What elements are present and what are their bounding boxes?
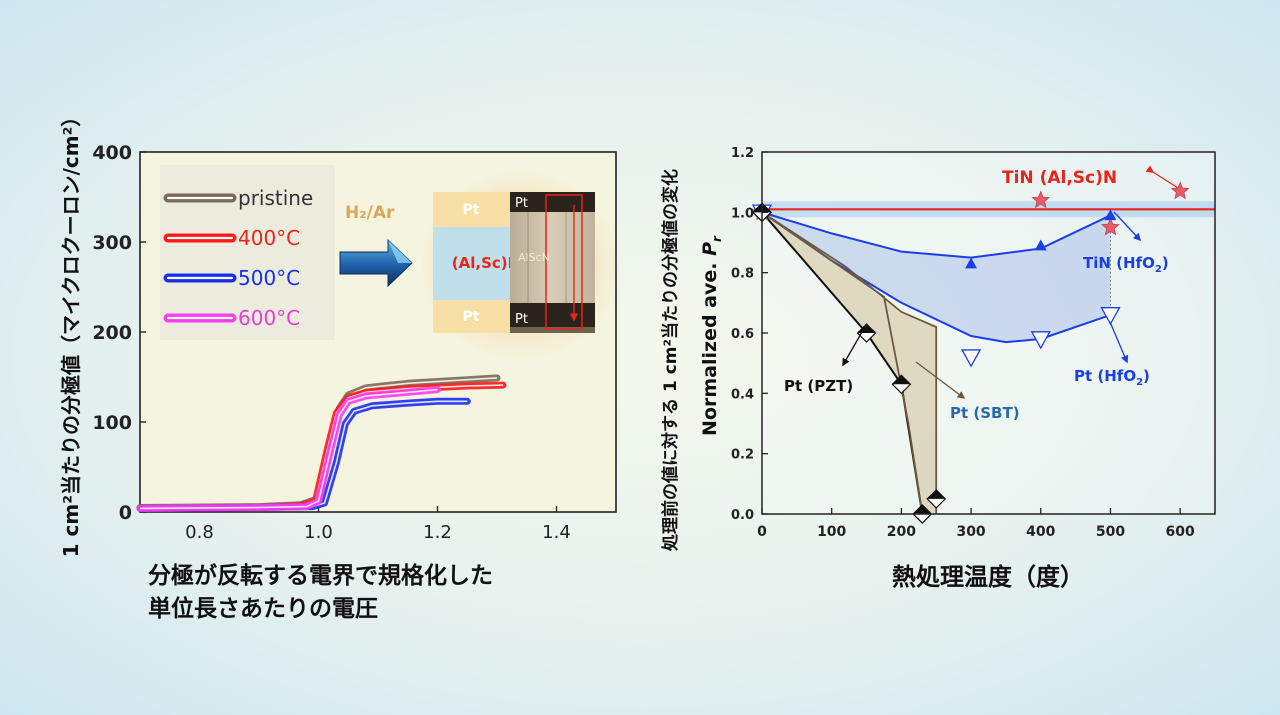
right-ytick-label: 1.2 (731, 146, 754, 161)
tem-bottom-label: Pt (515, 312, 528, 327)
pt-sbt-line-right (761, 211, 938, 514)
left-xtick-label: 1.4 (542, 522, 571, 543)
annotation-tin-alscn: TiN (Al,Sc)N (1002, 168, 1117, 188)
left-xtick-label: 1.0 (304, 522, 333, 543)
left-ylabel: 1 cm²当たりの分極値（マイクロクーロン/cm²） (59, 107, 83, 558)
right-ytick-label: 0.6 (731, 327, 754, 342)
legend-label-0: pristine (238, 186, 313, 210)
marker-pt-pzt--1-top (857, 324, 876, 333)
right-ytick-label: 1.0 (731, 206, 754, 221)
legend-label-3: 600°C (238, 306, 300, 330)
inset-film-label: (Al,Sc)N (452, 254, 520, 272)
inset-diagram: H₂/Ar Pt (Al,Sc)N Pt Pt AlS (339, 170, 620, 360)
left-series-lines (136, 374, 507, 512)
right-xtick-label: 400 (1026, 524, 1055, 540)
left-ytick-label: 100 (92, 412, 132, 434)
right-xtick-label: 100 (817, 524, 846, 540)
left-xtick-label: 1.2 (423, 522, 452, 543)
annotation-pt-sbt-arrow (915, 361, 966, 399)
inset-top-electrode (433, 192, 510, 227)
legend-label-1: 400°C (238, 226, 300, 250)
right-xlabel: 熱処理温度（度） (892, 563, 1084, 591)
inset-bottom-electrode (433, 300, 510, 333)
right-xtick-label: 300 (956, 524, 985, 540)
annotation-pt-pzt: Pt (PZT) (784, 377, 853, 395)
left-ytick-label: 0 (119, 502, 132, 524)
legend-label-2: 500°C (238, 266, 300, 290)
marker-pt-sbt--2-top (927, 489, 946, 499)
pzt-sbt-shaded-region (762, 212, 937, 515)
marker-tin-hfo2--1 (965, 257, 978, 269)
inset-film (433, 227, 510, 300)
annotation-tin-alscn-arrow (1145, 165, 1179, 189)
right-xtick-label: 0 (757, 524, 767, 540)
tin-hfo2-line (761, 211, 1111, 259)
right-ylabel-jp: 処理前の値に対する 1 cm²当たりの分極値の変化 (660, 169, 681, 552)
right-ytick-label: 0.0 (731, 508, 754, 523)
annotation-pt-hfo2-arrow (1109, 321, 1129, 364)
annotation-pt-hfo2: Pt (HfO2) (1074, 367, 1150, 388)
right-chart: 0 100 200 300 400 500 600 0.0 0.2 0.4 0.6 0.8 1.0 1.2… (660, 146, 1216, 591)
right-ytick-label: 0.2 (731, 448, 754, 463)
annotation-pt-sbt: Pt (SBT) (950, 404, 1020, 422)
tem-mid-label: AlScN (518, 251, 550, 264)
marker-pt-pzt--2-top (892, 375, 911, 385)
left-legend: pristine 400°C 500°C 600°C (160, 165, 335, 340)
left-ytick-label: 300 (92, 232, 132, 254)
marker-pt-hfo2--1 (960, 349, 982, 368)
inset-arrow-icon (339, 238, 413, 288)
right-xtick-label: 600 (1166, 524, 1195, 540)
left-ytick-label: 200 (92, 322, 132, 344)
inset-bottom-label: Pt (463, 309, 480, 325)
marker-tin-al-sc-n-3 (1170, 181, 1190, 200)
right-axis-ticks: 0 100 200 300 400 500 600 0.0 0.2 0.4 0.6 0.8 1.0 1.2 (731, 146, 1195, 540)
marker-tin-al-sc-n-2 (1101, 217, 1120, 236)
hfo2-shaded-region (762, 212, 1111, 343)
left-xlabel-line1: 分極が反転する電界で規格化した (148, 562, 493, 589)
tem-image: Pt AlScN Pt (510, 192, 595, 333)
left-ytick-label: 400 (92, 142, 132, 164)
marker-tin-hfo2--3 (1104, 209, 1117, 221)
left-xtick-label: 0.8 (185, 522, 214, 543)
inset-gas-label: H₂/Ar (345, 203, 395, 223)
tem-top-label: Pt (515, 196, 528, 211)
marker-pt-hfo2--2 (1030, 331, 1051, 350)
marker-tin-al-sc-n-1 (1031, 190, 1051, 209)
inset-top-label: Pt (463, 202, 480, 218)
marker-pt-sbt--1-top (913, 505, 932, 514)
left-series-600°C (139, 388, 438, 510)
right-ylabel-en: Normalized ave. Pr (699, 235, 724, 436)
marker-tin-hfo2--2 (1034, 239, 1047, 251)
right-xtick-label: 500 (1096, 524, 1125, 540)
marker-pt-hfo2--3 (1100, 307, 1121, 326)
right-ytick-label: 0.4 (731, 387, 754, 402)
left-chart: 0.8 1.0 1.2 1.4 0 100 200 300 400 pristine 400°C 5… (59, 107, 620, 622)
left-xlabel-line2: 単位長さあたりの電圧 (148, 595, 378, 622)
right-xtick-label: 200 (887, 524, 916, 540)
annotation-pt-pzt-arrow (842, 331, 863, 367)
annotation-tin-hfo2-arrow (1113, 211, 1142, 242)
left-axis-ticks: 0.8 1.0 1.2 1.4 0 100 200 300 400 (92, 142, 570, 543)
right-ytick-label: 0.8 (731, 267, 754, 282)
annotation-tin-hfo2: TiN (HfO2) (1083, 254, 1169, 275)
